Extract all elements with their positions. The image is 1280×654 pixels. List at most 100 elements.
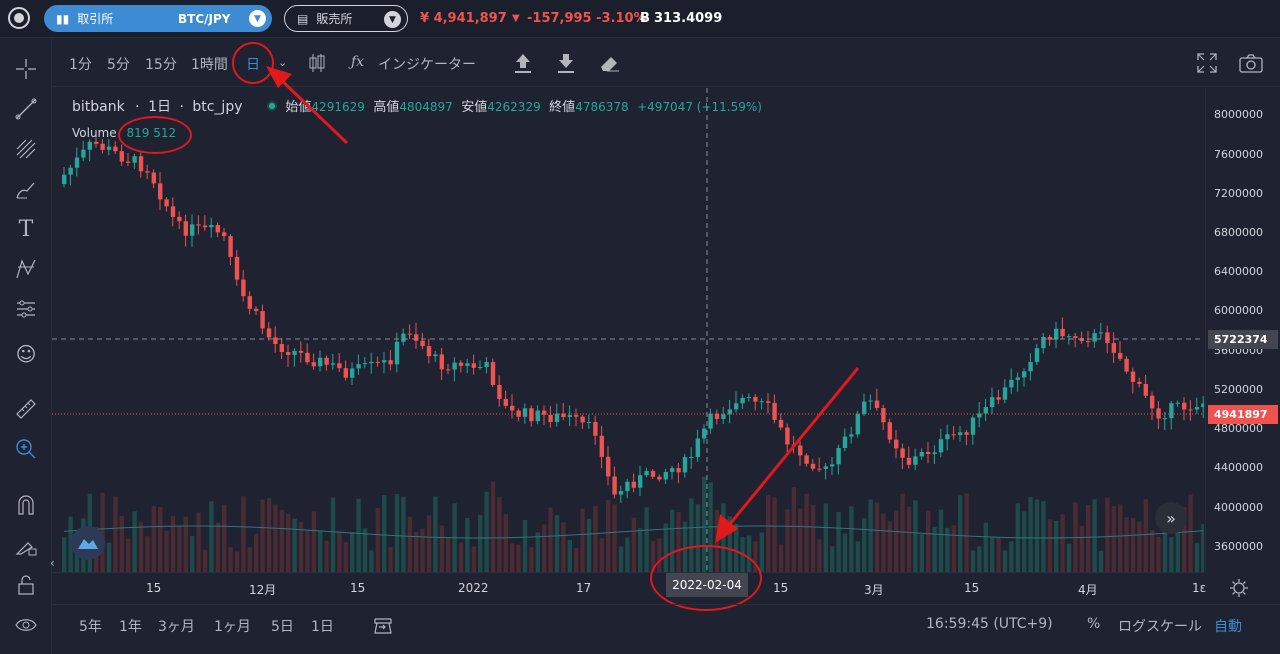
time-tick: 15 xyxy=(350,581,366,595)
price-tick: 6000000 xyxy=(1214,304,1263,317)
price-tick: 7200000 xyxy=(1214,187,1263,200)
annotation-circle xyxy=(650,545,762,611)
drawing-toolbar: T ☺ xyxy=(0,39,52,654)
exchange-label: 取引所 xyxy=(77,12,114,26)
brush-icon[interactable] xyxy=(13,176,39,202)
time-tick: 15 xyxy=(964,581,980,595)
time-tick: 12月 xyxy=(249,583,277,597)
chart-canvas[interactable] xyxy=(52,88,1204,572)
timeframe-1m[interactable]: 1分 xyxy=(69,57,92,73)
legend-interval: 1日 xyxy=(148,99,171,115)
bitbank-logo-icon[interactable] xyxy=(8,7,30,29)
close-label: 終値 xyxy=(549,100,576,115)
range-5y[interactable]: 5年 xyxy=(79,619,102,635)
fx-icon[interactable]: ƒx xyxy=(351,54,365,70)
chevron-down-icon: ▼ xyxy=(384,11,401,28)
eye-icon[interactable] xyxy=(13,612,39,638)
zoom-in-icon[interactable] xyxy=(13,436,39,462)
camera-icon[interactable] xyxy=(1238,53,1264,77)
download-icon[interactable] xyxy=(556,52,576,78)
legend-symbol: btc_jpy xyxy=(192,99,243,115)
top-bar: ▮▮ 取引所 BTC/JPY ▼ ▤ 販売所 ▼ ¥ 4,941,897 ▼ -… xyxy=(0,0,1280,38)
trade-volume: 313.4099 xyxy=(654,11,723,26)
current-price: ¥ 4,941,897 xyxy=(420,11,507,26)
price-tick: 6800000 xyxy=(1214,226,1263,239)
price-tick: 3600000 xyxy=(1214,540,1263,553)
upload-icon[interactable] xyxy=(513,52,533,78)
price-tick: 7600000 xyxy=(1214,148,1263,161)
indicators-button[interactable]: インジケーター xyxy=(378,57,476,73)
time-tick: 15 xyxy=(146,581,162,595)
range-1y[interactable]: 1年 xyxy=(119,619,142,635)
range-5d[interactable]: 5日 xyxy=(271,619,294,635)
legend-exchange: bitbank xyxy=(72,99,125,115)
chart-toolbar: 1分 5分 15分 1時間 日 ⌄ ƒx インジケーター xyxy=(52,39,1280,87)
scroll-to-realtime-icon[interactable]: » xyxy=(1155,502,1187,534)
pattern-icon[interactable] xyxy=(13,256,39,282)
price-tick: 6400000 xyxy=(1214,265,1263,278)
last-price-label: 4941897 xyxy=(1208,405,1278,424)
candle-style-icon[interactable] xyxy=(307,51,327,79)
price-tick: 8000000 xyxy=(1214,108,1263,121)
timeframe-15m[interactable]: 15分 xyxy=(145,57,177,73)
ruler-icon[interactable] xyxy=(13,396,39,422)
text-tool-icon[interactable]: T xyxy=(18,216,34,242)
auto-scale-toggle[interactable]: 自動 xyxy=(1214,619,1242,635)
settings-icon[interactable] xyxy=(1229,578,1249,602)
time-tick: 15 xyxy=(773,581,789,595)
high-value: 4804897 xyxy=(399,100,453,114)
percent-toggle[interactable]: % xyxy=(1087,616,1101,632)
chevron-left-icon[interactable]: ‹ xyxy=(50,556,55,570)
shop-label: 販売所 xyxy=(316,12,353,26)
price-tick: 4000000 xyxy=(1214,501,1263,514)
chart-legend: bitbank · 1日 · btc_jpy 始値4291629 高値48048… xyxy=(72,96,762,116)
pair-label: BTC/JPY xyxy=(178,11,231,26)
goto-date-icon[interactable] xyxy=(372,615,394,641)
chevron-down-icon[interactable]: ⌄ xyxy=(278,56,288,69)
log-scale-toggle[interactable]: ログスケール xyxy=(1118,619,1202,635)
fullscreen-icon[interactable] xyxy=(1196,52,1218,78)
volume-label: Volume xyxy=(72,126,117,140)
high-label: 高値 xyxy=(373,100,400,115)
down-triangle-icon: ▼ xyxy=(512,13,520,24)
price-tick: 5200000 xyxy=(1214,383,1263,396)
time-tick: 4月 xyxy=(1078,583,1098,597)
btc-symbol: Ƀ xyxy=(640,11,650,26)
range-1d[interactable]: 1日 xyxy=(311,619,334,635)
open-value: 4291629 xyxy=(311,100,365,114)
close-value: 4786378 xyxy=(575,100,629,114)
fib-tool-icon[interactable] xyxy=(13,136,39,162)
change-value: +497047 (+11.59%) xyxy=(637,100,762,114)
tradingview-logo-icon[interactable] xyxy=(71,526,105,560)
bottom-toolbar: 5年 1年 3ヶ月 1ヶ月 5日 1日 16:59:45 (UTC+9) % ロ… xyxy=(52,604,1280,654)
time-tick: 1ε xyxy=(1192,581,1207,595)
price-change: -157,995 -3.10% xyxy=(527,11,647,26)
crosshair-price-label: 5722374 xyxy=(1208,330,1278,349)
candlestick-chart[interactable] xyxy=(52,88,1204,572)
eraser-icon[interactable] xyxy=(599,53,621,77)
chevron-down-icon: ▼ xyxy=(249,10,266,27)
low-label: 安値 xyxy=(461,100,488,115)
prediction-icon[interactable] xyxy=(13,296,39,322)
annotation-circle xyxy=(118,116,192,154)
range-3m[interactable]: 3ヶ月 xyxy=(158,619,195,635)
time-tick: 3月 xyxy=(864,583,884,597)
exchange-selector[interactable]: ▮▮ 取引所 BTC/JPY ▼ xyxy=(44,5,272,32)
emoji-icon[interactable]: ☺ xyxy=(15,342,37,366)
shop-selector[interactable]: ▤ 販売所 ▼ xyxy=(284,5,408,32)
bar-chart-icon: ▮▮ xyxy=(56,11,70,26)
time-tick: 17 xyxy=(576,581,592,595)
crosshair-icon[interactable] xyxy=(13,56,39,82)
legend-separator: · xyxy=(179,99,184,115)
price-tick: 4400000 xyxy=(1214,461,1263,474)
range-1m[interactable]: 1ヶ月 xyxy=(214,619,251,635)
trend-line-icon[interactable] xyxy=(13,96,39,122)
lock-drawing-icon[interactable] xyxy=(13,532,39,558)
price-axis[interactable]: 8000000 7600000 7200000 6800000 6400000 … xyxy=(1205,88,1280,572)
magnet-icon[interactable] xyxy=(13,492,39,518)
timeframe-5m[interactable]: 5分 xyxy=(107,57,130,73)
timeframe-1h[interactable]: 1時間 xyxy=(191,57,228,73)
clock-time: 16:59:45 (UTC+9) xyxy=(926,616,1053,632)
unlock-icon[interactable] xyxy=(13,572,39,598)
